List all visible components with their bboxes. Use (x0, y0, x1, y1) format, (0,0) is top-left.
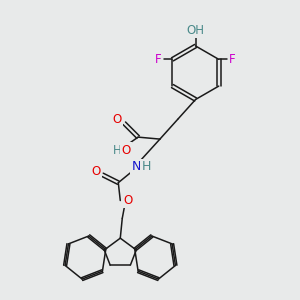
Text: H: H (141, 160, 151, 173)
Text: F: F (155, 53, 162, 66)
Text: H: H (113, 143, 122, 157)
Text: O: O (122, 143, 131, 157)
Text: OH: OH (187, 24, 205, 37)
Text: O: O (91, 165, 100, 178)
Text: O: O (124, 194, 133, 207)
Text: F: F (229, 53, 236, 66)
Text: O: O (113, 113, 122, 126)
Text: N: N (131, 160, 141, 173)
